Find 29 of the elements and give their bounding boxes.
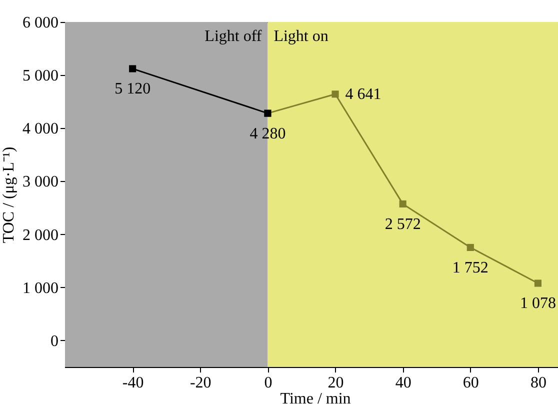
x-tick-label: -40 (122, 374, 144, 392)
point (399, 200, 406, 208)
x-axis-title: Time / min (280, 390, 351, 408)
x-tick-label: -20 (190, 374, 212, 392)
x-tick-label: 20 (328, 374, 344, 392)
y-tick-label: 4 000 (22, 120, 58, 138)
x-tick-label: 40 (395, 374, 412, 392)
data-label: 1 752 (452, 259, 488, 276)
data-label: 2 572 (384, 216, 421, 233)
y-tick-label: 6 000 (22, 14, 58, 32)
point (534, 280, 542, 287)
x-tick-label: 0 (264, 374, 272, 392)
data-label: 1 078 (520, 295, 556, 312)
x-tick-label: 80 (530, 374, 546, 392)
data-label: 4 280 (250, 125, 286, 142)
point (332, 90, 339, 98)
y-axis-title: TOC / (μg·L⁻¹) (0, 146, 18, 244)
y-tick-label: 5 000 (22, 68, 58, 85)
x-tick-label: 60 (462, 374, 479, 392)
point (466, 244, 474, 252)
y-tick-label: 2 000 (22, 226, 58, 244)
y-tick-label: 0 (50, 332, 58, 350)
data-label: 5 120 (114, 80, 151, 98)
band-label: Light off (204, 28, 262, 45)
point (129, 65, 136, 72)
band-label: Light on (274, 28, 328, 45)
y-tick-label: 3 000 (22, 174, 58, 191)
y-tick-label: 1 000 (22, 280, 58, 297)
data-label: 4 641 (345, 86, 382, 104)
